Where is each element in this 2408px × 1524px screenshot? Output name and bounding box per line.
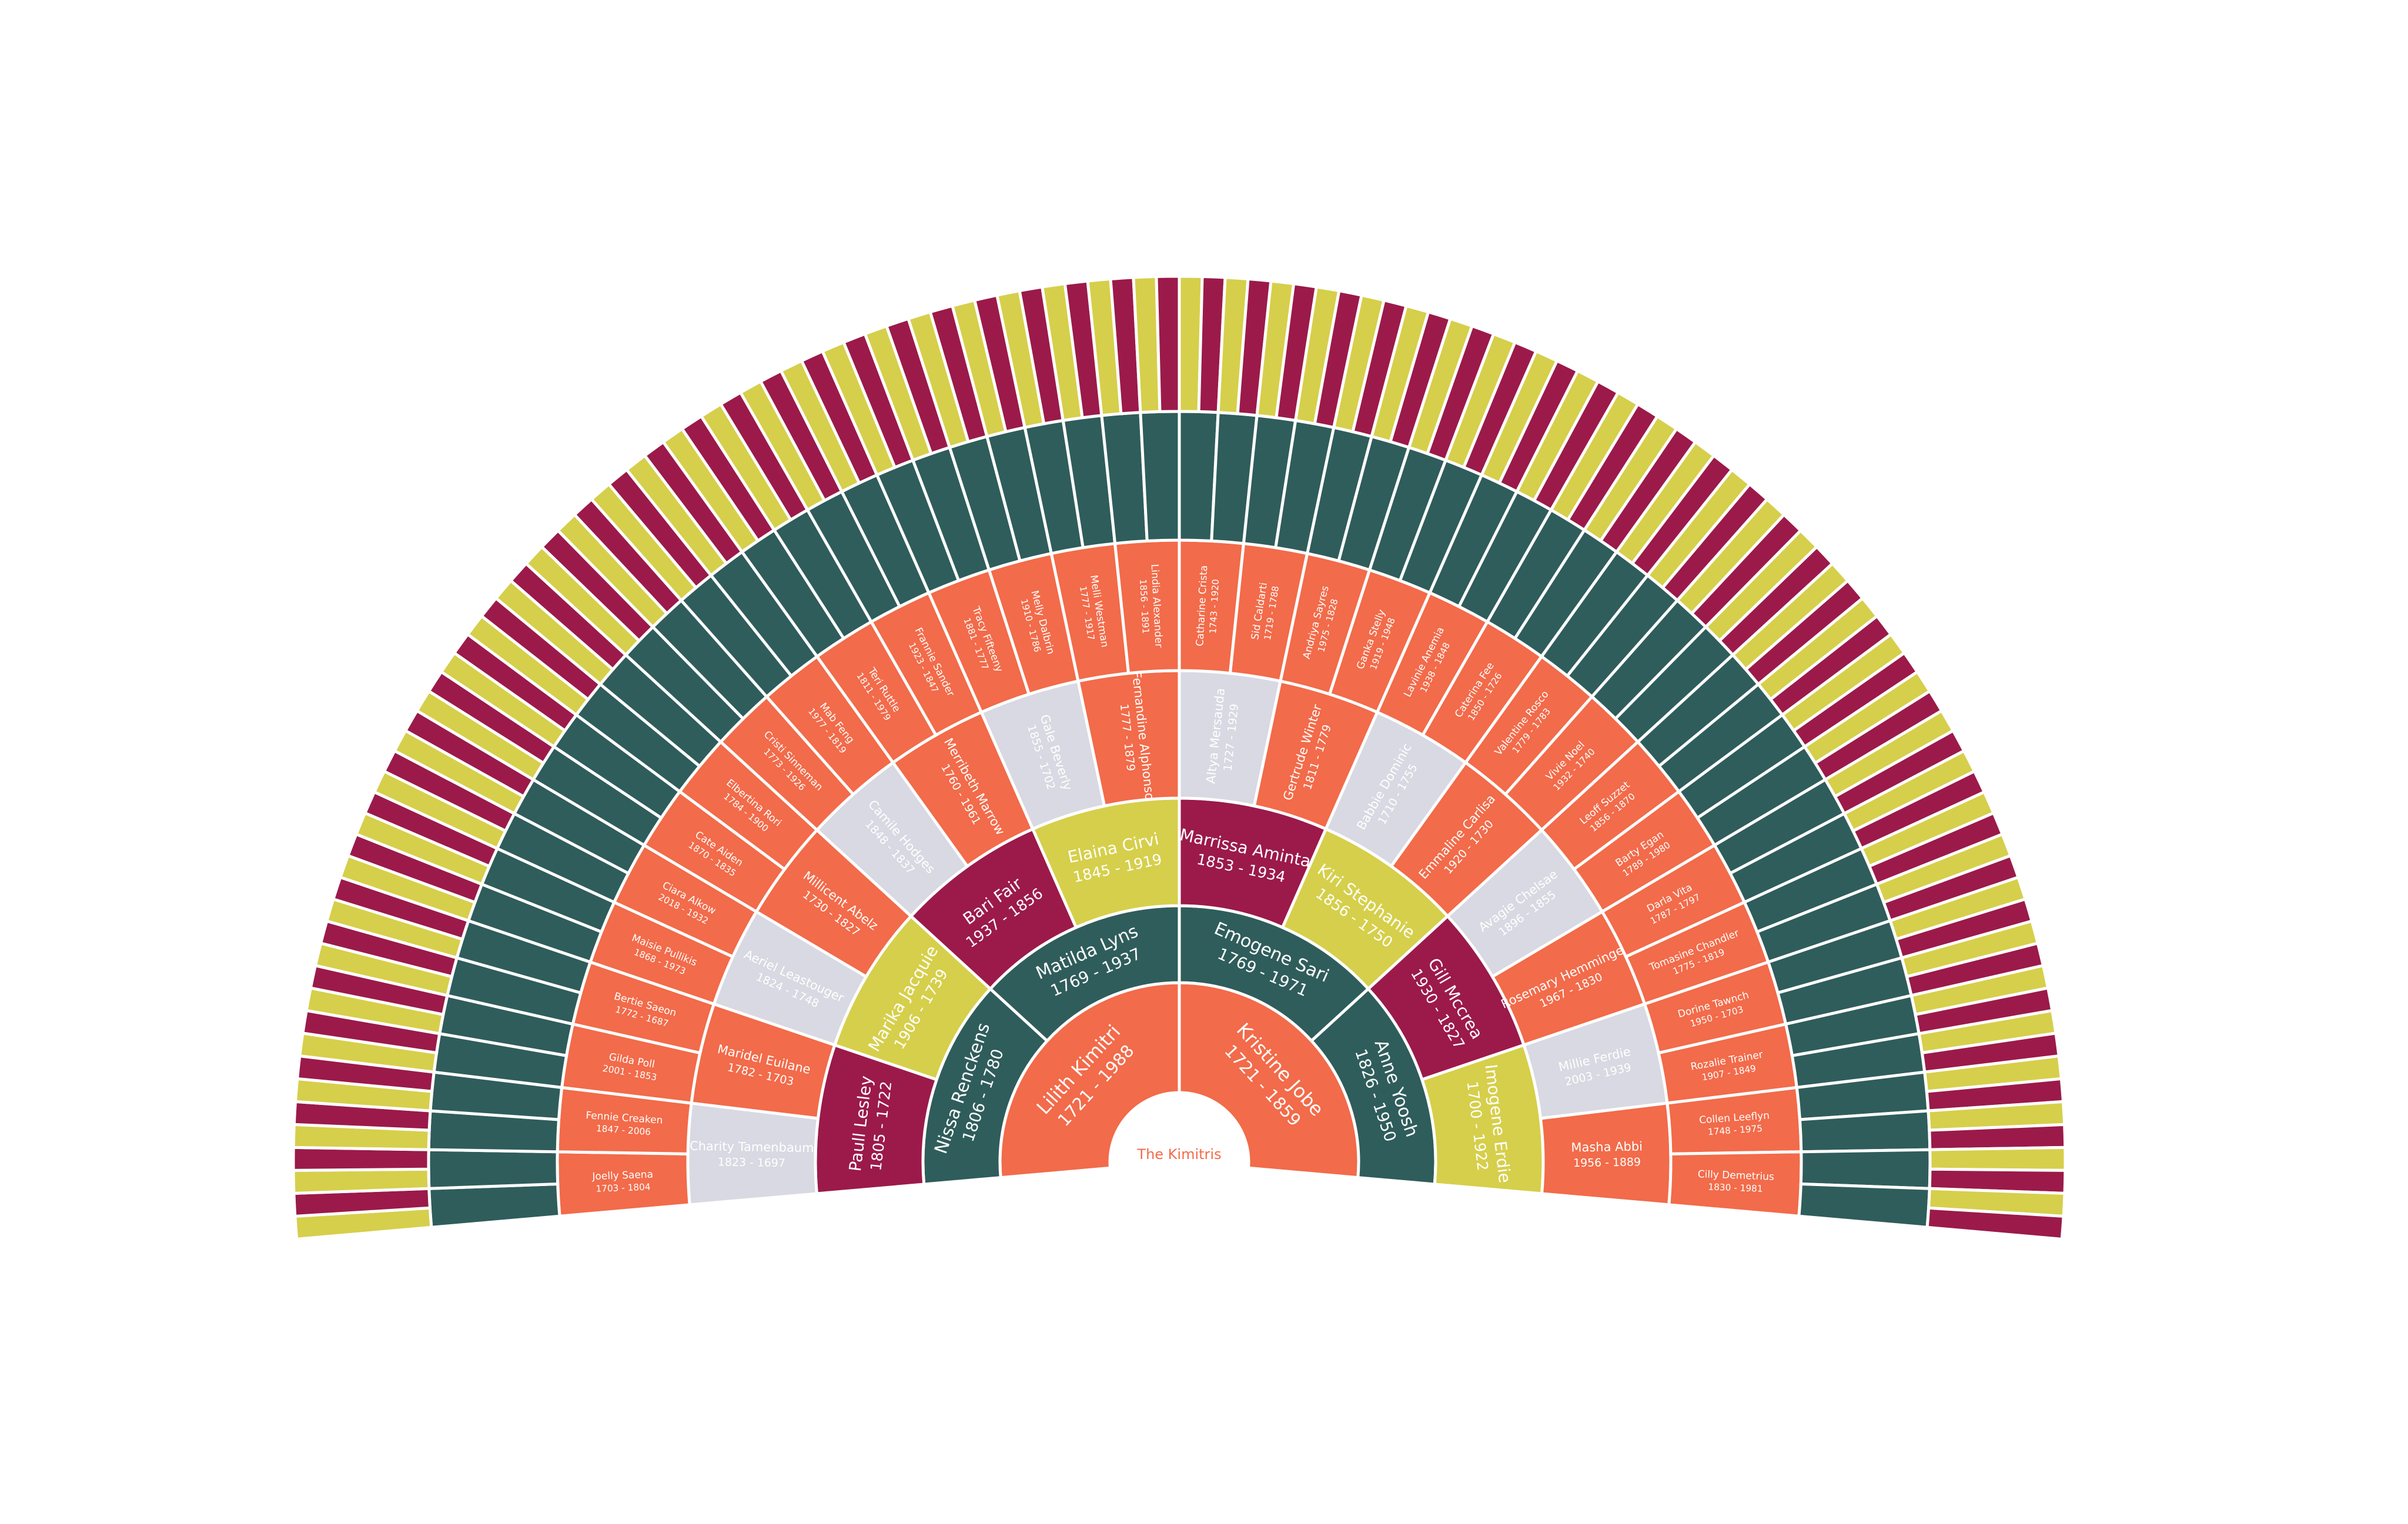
- person-segment: [1139, 410, 1181, 543]
- person-dates: 1823 - 1697: [718, 1155, 785, 1170]
- person-dates: 1956 - 1889: [1573, 1155, 1641, 1170]
- family-title: The Kimitris: [1136, 1146, 1221, 1163]
- person-segment: [1928, 1123, 2067, 1151]
- person-name: Joelly Saena: [591, 1169, 653, 1183]
- person-segment: [1798, 1109, 1932, 1154]
- person-segment: [427, 1148, 560, 1190]
- person-segment: [292, 1167, 431, 1195]
- person-segment: [1925, 1206, 2065, 1241]
- person-segment: [427, 1182, 561, 1230]
- person-dates: 1743 - 1920: [1208, 579, 1221, 634]
- person-segment: [1928, 1145, 2067, 1172]
- person-name: Charity Tamenbaum: [690, 1139, 814, 1155]
- person-dates: 1703 - 1804: [596, 1181, 651, 1194]
- person-name: Cilly Demetrius: [1697, 1168, 1774, 1183]
- person-segment: [292, 1145, 430, 1172]
- person-segment: [1799, 1148, 1932, 1190]
- person-dates: 1856 - 1891: [1138, 579, 1151, 634]
- person-name: Masha Abbi: [1571, 1140, 1643, 1155]
- person-segment: [1797, 1182, 1931, 1230]
- person-segment: [1155, 274, 1181, 413]
- person-dates: 1830 - 1981: [1708, 1181, 1763, 1194]
